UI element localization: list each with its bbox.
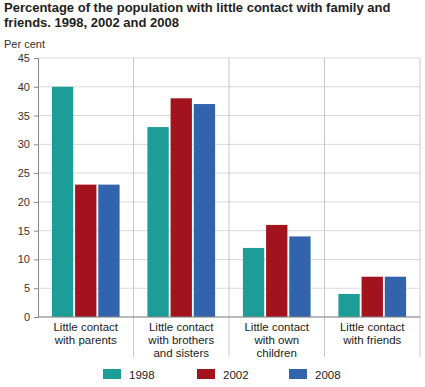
category-label: Little contactwith friends <box>340 321 405 346</box>
tick-label: 5 <box>24 282 30 294</box>
category-label: Little contactwith brothersand sisters <box>147 321 214 359</box>
separator <box>133 58 134 357</box>
tick-label: 45 <box>18 52 30 64</box>
bar <box>171 98 192 317</box>
tick-mark <box>34 259 38 260</box>
tick: 35 <box>18 110 38 122</box>
tick-mark <box>34 288 38 289</box>
series <box>98 104 406 317</box>
tick: 45 <box>18 52 38 64</box>
separator <box>420 58 421 357</box>
bar <box>338 294 359 317</box>
tick: 0 <box>24 311 38 323</box>
y-axis-label: Per cent <box>4 38 45 50</box>
bar <box>385 277 406 317</box>
bar <box>266 225 287 317</box>
x-axis-line <box>38 317 420 318</box>
legend-item: 2008 <box>289 369 341 381</box>
tick: 15 <box>18 225 38 237</box>
y-axis-line <box>34 59 39 318</box>
bar <box>147 127 168 317</box>
legend-swatch <box>103 369 121 379</box>
tick-label: 15 <box>18 225 30 237</box>
tick: 40 <box>18 81 38 93</box>
series <box>75 98 383 317</box>
legend-label: 1998 <box>129 369 155 381</box>
title: Percentage of the population with little… <box>4 0 390 30</box>
separator <box>324 58 325 357</box>
tick-label: 10 <box>18 253 30 265</box>
legend-label: 2008 <box>315 369 341 381</box>
bar <box>75 185 96 317</box>
tick-mark <box>34 317 38 318</box>
tick-label: 40 <box>18 81 30 93</box>
tick-label: 30 <box>18 138 30 150</box>
tick-mark <box>34 58 38 59</box>
chart: Percentage of the population with little… <box>0 0 425 387</box>
legend-item: 2002 <box>197 369 249 381</box>
tick: 5 <box>24 282 38 294</box>
category-label: Little contactwith ownchildren <box>244 321 309 359</box>
series <box>52 87 360 317</box>
y-axis: 0 5 10 15 20 25 30 35 40 45 <box>18 52 39 323</box>
tick-label: 35 <box>18 110 30 122</box>
bars <box>52 87 406 317</box>
separator <box>229 58 230 357</box>
tick-label: 20 <box>18 196 30 208</box>
tick-label: 25 <box>18 167 30 179</box>
legend-label: 2002 <box>223 369 249 381</box>
bar <box>52 87 73 317</box>
tick: 25 <box>18 167 38 179</box>
tick-mark <box>34 116 38 117</box>
category-label: Little contactwith parents <box>53 321 118 346</box>
bar <box>98 185 119 317</box>
tick-mark <box>34 231 38 232</box>
tick-mark <box>34 202 38 203</box>
separators <box>134 58 421 357</box>
x-axis: Little contactwith parents Little contact… <box>53 321 405 359</box>
tick-mark <box>34 87 38 88</box>
bar <box>289 236 310 317</box>
tick-mark <box>34 144 38 145</box>
grid-line <box>38 317 420 318</box>
tick-mark <box>34 173 38 174</box>
tick: 20 <box>18 196 38 208</box>
legend-item: 1998 <box>103 369 155 381</box>
legend-swatch <box>289 369 307 379</box>
tick-label: 0 <box>24 311 30 323</box>
legend-swatch <box>197 369 215 379</box>
legend: 1998 2002 2008 <box>103 369 341 381</box>
bar <box>243 248 264 317</box>
bar <box>194 104 215 317</box>
bar <box>362 277 383 317</box>
tick: 30 <box>18 138 38 150</box>
tick: 10 <box>18 253 38 265</box>
